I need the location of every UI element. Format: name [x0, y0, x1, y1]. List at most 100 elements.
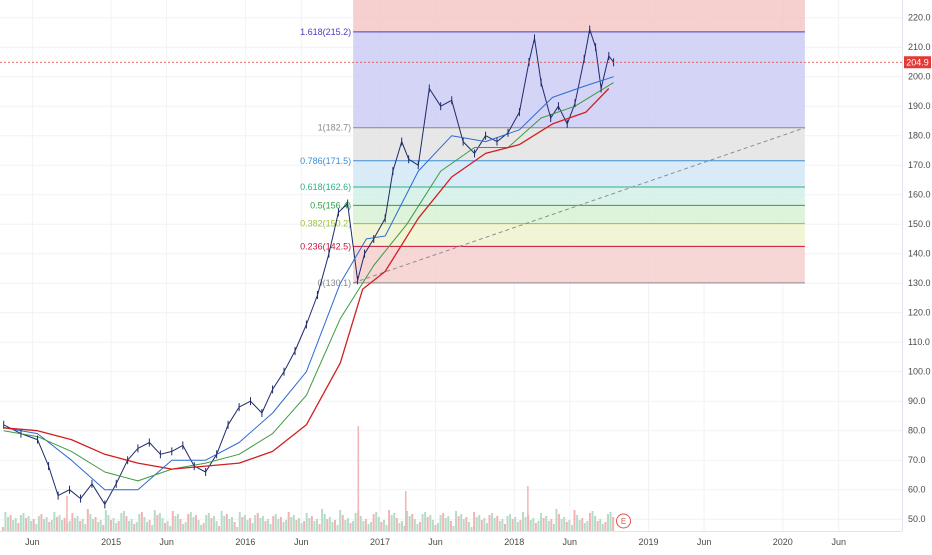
- y-tick-label: 160.0: [908, 190, 931, 200]
- volume-bar: [411, 514, 414, 531]
- volume-bar: [300, 523, 303, 531]
- volume-bar: [429, 515, 432, 531]
- volume-bar: [292, 515, 295, 531]
- volume-bar: [418, 522, 421, 531]
- volume-bar: [184, 522, 187, 531]
- volume-bar: [352, 521, 355, 531]
- x-tick-label: Jun: [428, 537, 443, 547]
- volume-bar: [97, 522, 100, 531]
- series-group: [3, 25, 615, 509]
- volume-bar: [233, 522, 236, 531]
- volume-bar: [55, 517, 58, 531]
- volume-bar: [305, 513, 308, 531]
- volume-bar: [241, 517, 244, 531]
- fib-level-label: 0.382(150.2): [300, 219, 351, 229]
- volume-bar: [565, 522, 568, 531]
- volume-bar: [251, 523, 254, 531]
- volume-bar: [408, 516, 411, 531]
- volume-bar: [519, 520, 522, 531]
- volume-bar: [511, 519, 514, 531]
- volume-bar: [109, 520, 112, 531]
- volume-bar: [315, 519, 318, 531]
- volume-bar: [457, 516, 460, 531]
- volume-bar: [189, 512, 192, 531]
- volume-bar: [545, 516, 548, 531]
- series-line: [3, 88, 610, 470]
- x-tick-label: 2015: [101, 537, 121, 547]
- volume-bar: [243, 515, 246, 531]
- y-tick-label: 220.0: [908, 13, 931, 23]
- x-tick-label: Jun: [294, 537, 309, 547]
- volume-bar: [30, 521, 33, 531]
- volume-bar: [264, 521, 267, 531]
- volume-bar: [223, 516, 226, 531]
- y-tick-label: 190.0: [908, 101, 931, 111]
- volume-bar: [501, 519, 504, 531]
- volume-bar: [225, 514, 228, 531]
- volume-bar: [354, 513, 357, 531]
- x-tick-label: Jun: [159, 537, 174, 547]
- volume-bar: [483, 518, 486, 531]
- volume-bar: [192, 517, 195, 531]
- volume-bar: [27, 516, 30, 531]
- volume-bar: [279, 517, 282, 531]
- trendline[interactable]: [352, 127, 806, 284]
- earnings-marker[interactable]: [616, 513, 632, 529]
- volume-bar: [197, 520, 200, 531]
- volume-bar: [555, 509, 558, 531]
- volume-bar: [416, 524, 419, 531]
- volume-bar: [588, 513, 591, 531]
- volume-bar: [586, 521, 589, 531]
- volume-spike: [66, 496, 68, 531]
- volume-bar: [449, 521, 452, 531]
- volume-bar: [45, 517, 48, 531]
- fib-zone: [353, 127, 805, 161]
- volume-bar: [398, 523, 401, 531]
- volume-bar: [200, 525, 203, 531]
- volume-bar: [385, 525, 388, 531]
- volume-bar: [73, 518, 76, 531]
- volume-bar: [331, 522, 334, 531]
- volume-bar: [79, 521, 82, 531]
- fib-level-label: 0.786(171.5): [300, 156, 351, 166]
- fib-level-label: 1(182.7): [318, 123, 352, 133]
- volume-bar: [563, 517, 566, 531]
- volume-bar: [146, 522, 149, 531]
- volume-bar: [12, 520, 15, 531]
- volume-bar: [135, 522, 138, 531]
- volume-bar: [133, 524, 136, 531]
- volume-bar: [594, 516, 597, 531]
- volume-bar: [488, 515, 491, 531]
- volume-bar: [506, 516, 509, 531]
- y-tick-label: 140.0: [908, 249, 931, 259]
- volume-bar: [148, 520, 151, 531]
- volume-bar: [122, 511, 125, 531]
- volume-bar: [550, 519, 553, 531]
- earnings-marker-label[interactable]: E: [621, 517, 626, 526]
- volume-bar: [485, 523, 488, 531]
- volume-bar: [1, 527, 4, 531]
- current-price-badge: [904, 56, 931, 69]
- volume-bar: [81, 519, 84, 531]
- volume-bar: [362, 521, 365, 531]
- volume-bar: [612, 517, 615, 531]
- y-tick-label: 50.0: [908, 514, 926, 524]
- x-tick-label: Jun: [25, 537, 40, 547]
- volume-bar: [521, 512, 524, 531]
- volume-bar: [395, 518, 398, 531]
- volume-bar: [403, 526, 406, 531]
- fib-level-label: 0(130.1): [318, 278, 352, 288]
- x-tick-label: Jun: [697, 537, 712, 547]
- volume-bar: [406, 511, 409, 531]
- volume-bar: [238, 512, 241, 531]
- volume-bar: [606, 514, 609, 531]
- trendline-group: [352, 127, 806, 284]
- volume-bar: [437, 523, 440, 531]
- volume-bar: [576, 515, 579, 531]
- volume-bar: [86, 509, 89, 531]
- volume-bar: [32, 519, 35, 531]
- volume-bar: [462, 519, 465, 531]
- earnings-marker-group[interactable]: E: [616, 513, 632, 529]
